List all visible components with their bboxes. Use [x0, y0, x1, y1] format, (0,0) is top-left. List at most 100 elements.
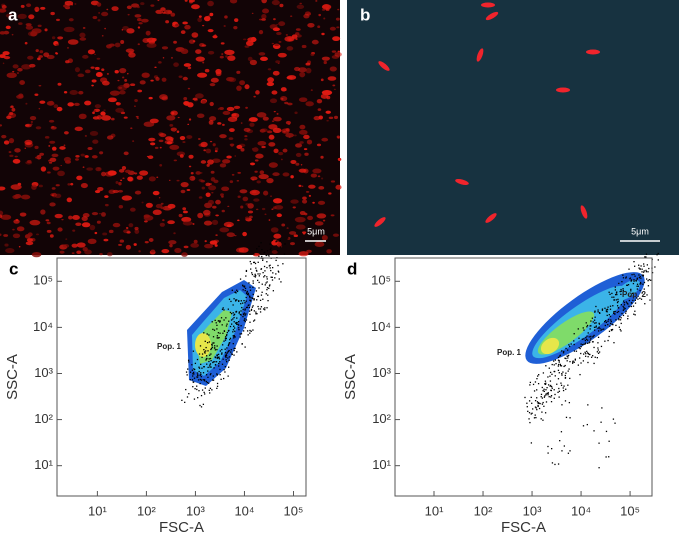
- event: [268, 287, 270, 289]
- speck: [197, 72, 208, 78]
- event: [601, 328, 603, 331]
- event: [265, 282, 267, 284]
- speck: [266, 81, 275, 87]
- speck: [261, 207, 266, 211]
- event: [242, 330, 245, 332]
- speck: [268, 162, 278, 168]
- speck: [91, 212, 99, 216]
- event: [625, 310, 627, 312]
- speck: [239, 189, 248, 194]
- speck: [142, 37, 150, 44]
- event: [562, 352, 565, 354]
- speck: [0, 31, 6, 35]
- event: [564, 377, 567, 379]
- speck: [169, 124, 174, 127]
- speck: [315, 0, 318, 2]
- event: [557, 363, 560, 366]
- event: [275, 259, 277, 262]
- bacterium: [586, 49, 600, 55]
- speck: [103, 238, 109, 242]
- event: [651, 271, 654, 274]
- event: [611, 328, 614, 331]
- event: [634, 299, 636, 301]
- speck: [317, 175, 321, 178]
- event: [202, 372, 205, 374]
- speck: [102, 232, 108, 236]
- speck: [207, 50, 215, 55]
- y-tick-label: 10¹: [34, 457, 53, 472]
- specks-b: [374, 2, 600, 227]
- event: [243, 285, 246, 287]
- speck: [27, 31, 38, 37]
- event: [538, 407, 541, 410]
- speck: [76, 250, 82, 255]
- event: [234, 291, 236, 294]
- event: [228, 356, 231, 358]
- speck: [137, 18, 142, 22]
- speck: [236, 144, 243, 150]
- event: [194, 388, 196, 390]
- event: [210, 373, 212, 375]
- event: [533, 390, 536, 392]
- event: [219, 374, 221, 376]
- event: [200, 379, 203, 381]
- speck: [310, 173, 318, 178]
- event: [199, 378, 202, 381]
- y-tick-label: 10²: [34, 411, 53, 426]
- event: [564, 364, 566, 367]
- event: [636, 278, 638, 280]
- event: [638, 276, 641, 279]
- event: [641, 268, 643, 270]
- event: [199, 345, 202, 347]
- speck: [187, 66, 192, 70]
- speck: [326, 119, 329, 122]
- speck: [284, 36, 294, 42]
- event: [572, 360, 574, 362]
- speck: [1, 4, 7, 9]
- event: [647, 280, 649, 282]
- event: [193, 398, 196, 400]
- event: [258, 255, 260, 257]
- event: [210, 348, 212, 351]
- speck: [161, 46, 169, 50]
- speck: [321, 32, 325, 36]
- event: [556, 383, 558, 385]
- event: [271, 239, 273, 242]
- speck: [91, 155, 98, 159]
- speck: [270, 227, 279, 233]
- speck: [229, 128, 235, 133]
- event: [244, 320, 246, 323]
- event: [536, 389, 538, 391]
- event: [236, 289, 238, 291]
- speck: [247, 210, 254, 214]
- speck: [37, 24, 42, 28]
- event: [211, 321, 213, 323]
- event: [224, 337, 227, 340]
- event: [608, 291, 610, 293]
- speck: [335, 184, 342, 190]
- speck: [35, 49, 39, 53]
- density-c: [187, 280, 256, 386]
- event: [192, 381, 194, 383]
- speck: [11, 107, 16, 112]
- speck: [332, 84, 336, 87]
- event: [200, 373, 202, 376]
- speck: [122, 76, 125, 79]
- speck: [317, 200, 326, 205]
- speck: [158, 139, 164, 143]
- event: [223, 319, 225, 321]
- event: [621, 281, 623, 283]
- event: [647, 285, 650, 287]
- speck: [39, 50, 44, 54]
- speck: [280, 158, 283, 161]
- event: [611, 323, 613, 325]
- speck: [35, 156, 38, 159]
- speck: [242, 38, 247, 41]
- event: [203, 366, 205, 368]
- event: [568, 368, 570, 370]
- event: [549, 385, 551, 387]
- event: [649, 299, 651, 301]
- x-tick-label: 10⁵: [284, 503, 304, 518]
- event: [612, 305, 614, 307]
- event: [226, 361, 228, 363]
